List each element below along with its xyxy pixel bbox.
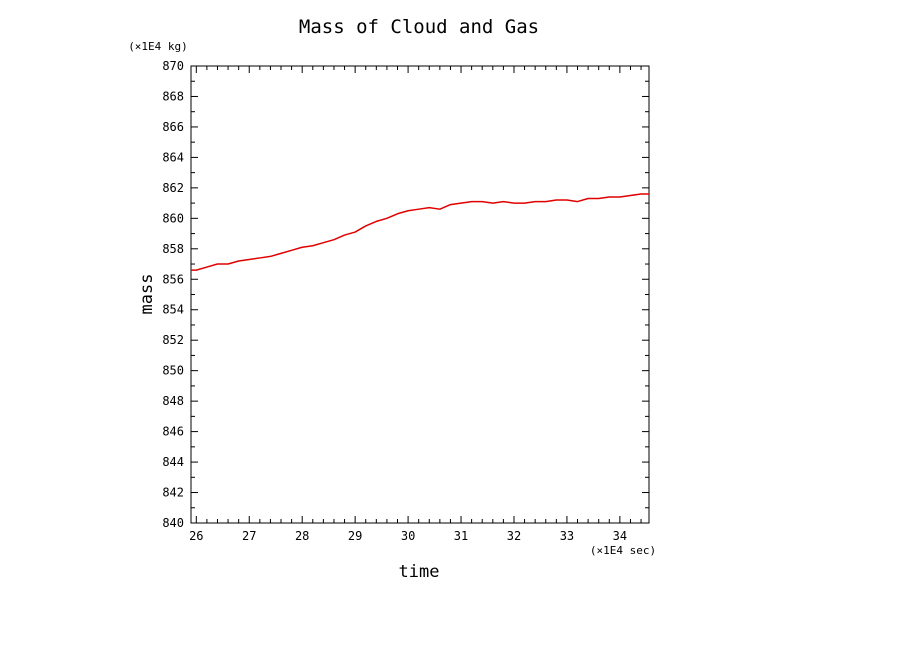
x-axis-unit-label: (×1E4 sec) [590, 544, 656, 557]
y-tick-label: 842 [162, 486, 184, 500]
y-tick-label: 844 [162, 455, 184, 469]
x-tick-label: 30 [401, 529, 415, 543]
y-tick-label: 860 [162, 211, 184, 225]
x-tick-label: 27 [242, 529, 256, 543]
y-tick-label: 862 [162, 181, 184, 195]
y-tick-label: 852 [162, 333, 184, 347]
x-tick-label: 26 [189, 529, 203, 543]
y-tick-label: 848 [162, 394, 184, 408]
y-tick-label: 854 [162, 303, 184, 317]
chart-title: Mass of Cloud and Gas [299, 16, 539, 38]
y-tick-label: 870 [162, 59, 184, 73]
y-tick-label: 868 [162, 89, 184, 103]
y-tick-label: 866 [162, 120, 184, 134]
y-tick-label: 856 [162, 272, 184, 286]
x-tick-label: 33 [560, 529, 574, 543]
axis-ticks [191, 65, 649, 524]
x-tick-label: 28 [295, 529, 309, 543]
mass-series-line [191, 193, 649, 271]
y-tick-label: 846 [162, 425, 184, 439]
y-tick-label: 840 [162, 516, 184, 530]
x-tick-label: 31 [454, 529, 468, 543]
plot-frame [190, 65, 650, 524]
y-tick-label: 858 [162, 242, 184, 256]
y-axis-unit-label: (×1E4 kg) [128, 40, 188, 53]
x-tick-label: 34 [613, 529, 627, 543]
y-axis-title: mass [137, 274, 157, 315]
x-axis-title: time [399, 562, 440, 582]
x-tick-label: 29 [348, 529, 362, 543]
x-tick-label: 32 [507, 529, 521, 543]
y-tick-label: 864 [162, 150, 184, 164]
y-tick-label: 850 [162, 364, 184, 378]
axis-tick-labels: 840 842 844 846 848 850 852 854 856 858 860 862 864 8… [162, 59, 627, 543]
